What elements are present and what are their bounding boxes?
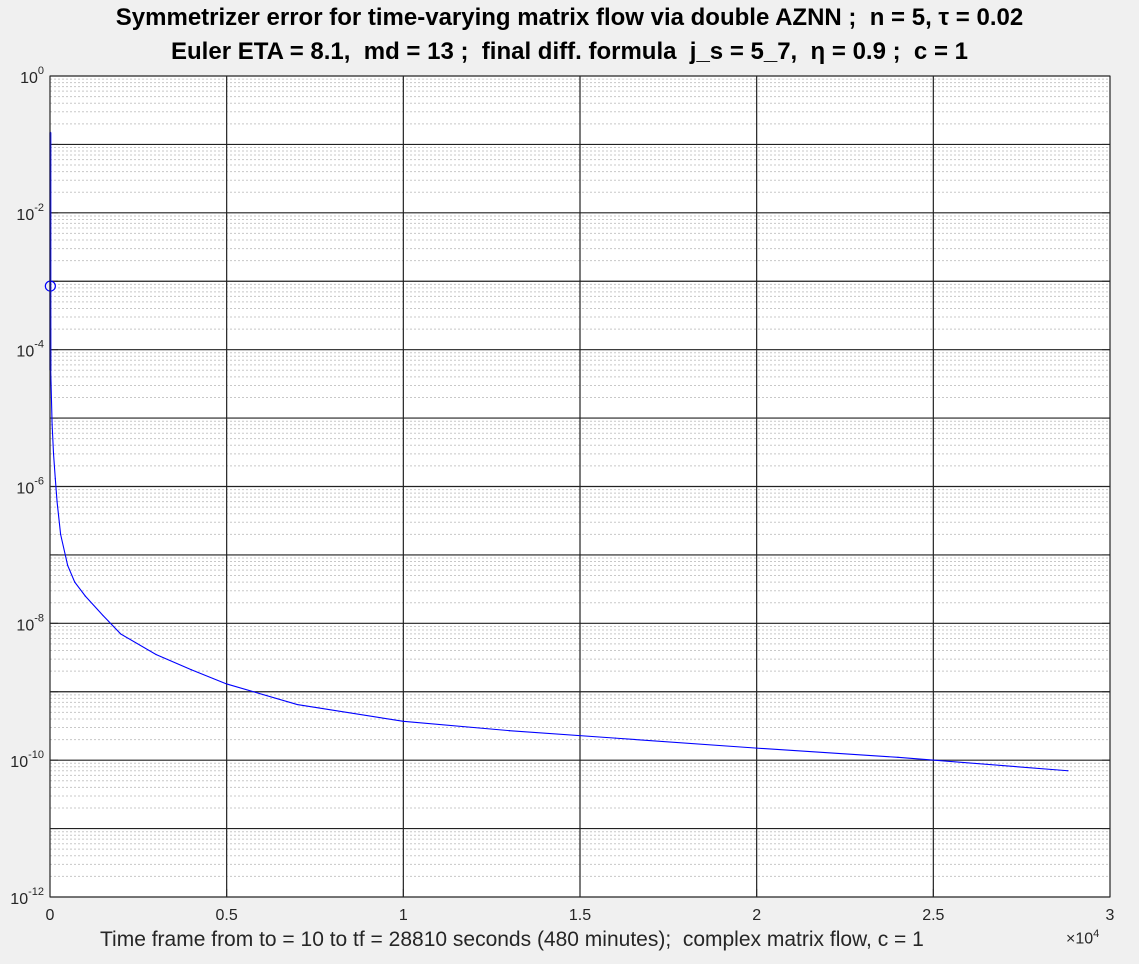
plot-frame bbox=[49, 75, 1111, 898]
y-tick-label: 10-4 bbox=[16, 339, 44, 361]
chart-title-line2: Euler ETA = 8.1, md = 13 ; final diff. f… bbox=[171, 38, 968, 65]
y-tick-label: 10-12 bbox=[10, 886, 44, 908]
data-point bbox=[54, 478, 56, 480]
data-point bbox=[296, 703, 298, 706]
data-point bbox=[1067, 770, 1069, 772]
data-point bbox=[508, 730, 510, 732]
data-point bbox=[614, 737, 616, 739]
data-point bbox=[226, 683, 228, 685]
data-point bbox=[402, 720, 404, 722]
data-point bbox=[155, 653, 157, 656]
data-point bbox=[102, 614, 104, 617]
data-point bbox=[190, 669, 192, 671]
x-tick-label: 2.5 bbox=[922, 907, 944, 924]
y-tick-label: 100 bbox=[20, 65, 44, 87]
tick-labels: 0 0.5 1 1.5 2 2.5 3 100 10-2 10-4 10-6 10-8 10-10 10-… bbox=[10, 65, 1114, 924]
data-point bbox=[897, 756, 899, 758]
data-point bbox=[67, 564, 69, 567]
x-tick-label: 0.5 bbox=[216, 907, 238, 924]
data-point bbox=[51, 424, 53, 426]
y-tick-label: 10-6 bbox=[16, 476, 44, 498]
chart-title-line1: Symmetrizer error for time-varying matri… bbox=[115, 4, 1024, 31]
y-tick-label: 10-8 bbox=[16, 612, 44, 634]
y-tick-label: 10-10 bbox=[10, 749, 44, 771]
data-point bbox=[56, 501, 58, 503]
x-tick-label: 3 bbox=[1106, 907, 1115, 924]
data-point bbox=[756, 747, 758, 749]
x-axis-label: Time frame from to = 10 to tf = 28810 se… bbox=[100, 928, 924, 951]
x-exponent-base: ×10 bbox=[1066, 930, 1094, 948]
x-tick-label: 1.5 bbox=[569, 907, 591, 924]
data-point bbox=[52, 453, 55, 455]
x-tick-label: 1 bbox=[399, 907, 408, 924]
y-tick-label: 10-2 bbox=[16, 202, 44, 224]
data-point bbox=[120, 633, 122, 635]
data-point bbox=[84, 595, 86, 597]
data-point bbox=[60, 533, 62, 535]
x-tick-label: 2 bbox=[752, 907, 761, 924]
x-axis-exponent: ×104 bbox=[1066, 928, 1099, 948]
data-point bbox=[74, 581, 76, 583]
x-exponent-power: 4 bbox=[1093, 928, 1100, 940]
x-tick-label: 0 bbox=[46, 907, 55, 924]
